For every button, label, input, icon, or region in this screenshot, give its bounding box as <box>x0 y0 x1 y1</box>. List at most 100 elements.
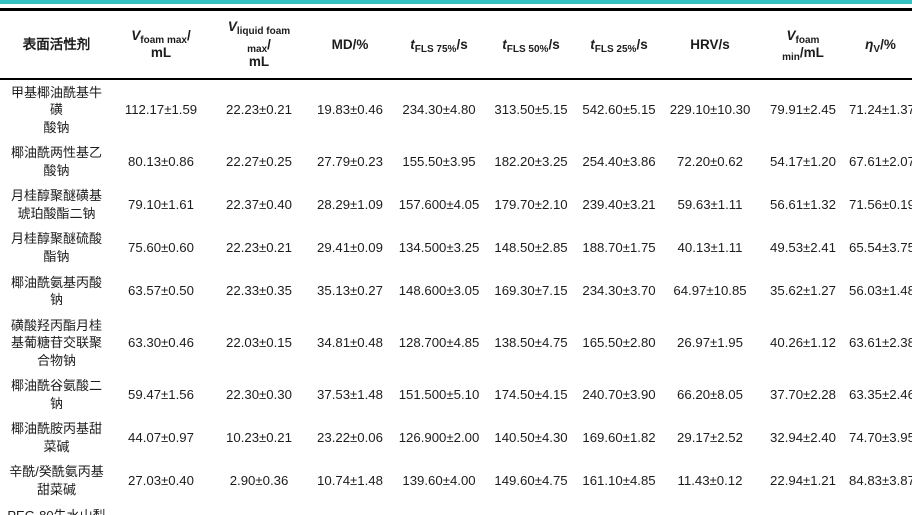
value-cell: 66.20±8.05 <box>677 386 743 402</box>
top-accent-bar <box>0 0 912 4</box>
header-t-fls-25: tFLS 25%/s <box>575 9 663 80</box>
value-cell: 72.20±0.62 <box>677 153 743 169</box>
value-cell: 128.700±4.85 <box>398 335 480 351</box>
table-row: 磺酸羟丙酯月桂 基葡糖苷交联聚 合物钠 63.30±0.46 22.03±0.15 3… <box>0 313 912 374</box>
header-eta-v: ηV/% <box>849 9 912 80</box>
value-cell: 239.40±3.21 <box>582 197 656 213</box>
value-cell: 151.500±5.10 <box>398 386 480 402</box>
value-cell: 19.83±0.46 <box>317 102 383 118</box>
value-cell: 240.70±3.90 <box>582 386 656 402</box>
value-cell: 22.33±0.35 <box>226 283 292 299</box>
surfactant-foam-table: 表面活性剂 Vfoam max/mL Vliquid foam max/mL MD… <box>0 8 912 515</box>
header-v-foam-max: Vfoam max/mL <box>113 9 209 80</box>
surfactant-name: 椰油酰胺丙基甜 菜碱 <box>10 421 102 454</box>
surfactant-name: 甲基椰油酰基牛 磺 酸钠 <box>10 84 102 135</box>
value-cell: 22.23±0.21 <box>226 102 292 118</box>
value-cell: 26.97±1.95 <box>677 335 743 351</box>
value-cell: 254.40±3.86 <box>582 153 656 169</box>
value-cell: 65.11±4.09 <box>849 503 912 515</box>
value-cell: 79.10±1.61 <box>128 197 194 213</box>
table-row: 椰油酰氨基丙酸 钠 63.57±0.50 22.33±0.35 35.13±0.27 1… <box>0 270 912 313</box>
value-cell: 138.50±4.75 <box>494 335 568 351</box>
header-hrv: HRV/s <box>663 9 757 80</box>
value-cell: 23.27±0.65 <box>113 503 209 515</box>
value-cell: 155.50±3.95 <box>402 153 476 169</box>
value-cell: 67.61±2.07 <box>849 153 912 169</box>
value-cell: 161.10±4.85 <box>582 473 656 489</box>
header-v-liquid-foam-max: Vliquid foam max/mL <box>209 9 309 80</box>
header-surfactant: 表面活性剂 <box>0 9 113 80</box>
value-cell: 149.60±4.75 <box>494 473 568 489</box>
table-row: 椰油酰两性基乙 酸钠 80.13±0.86 22.27±0.25 27.79±0.23… <box>0 140 912 183</box>
header-t-fls-50: tFLS 50%/s <box>487 9 575 80</box>
table-row: 月桂醇聚醚硫酸 酯钠 75.60±0.60 22.23±0.21 29.41±0.09… <box>0 226 912 269</box>
value-cell: 28.29±1.09 <box>317 197 383 213</box>
header-md: MD/% <box>309 9 391 80</box>
surfactant-name: 椰油酰氨基丙酸 钠 <box>10 274 102 308</box>
value-cell: 174.50±4.15 <box>494 386 568 402</box>
header-t-fls-75: tFLS 75%/s <box>391 9 487 80</box>
surfactant-name: 椰油酰两性基乙 酸钠 <box>10 145 102 178</box>
value-cell: 313.50±5.15 <box>494 102 568 118</box>
value-cell: 112.17±1.59 <box>124 102 198 118</box>
value-cell: 12.90±0.95 <box>663 503 757 515</box>
value-cell: 22.27±0.25 <box>226 153 292 169</box>
value-cell: 134.500±3.25 <box>398 240 480 256</box>
value-cell: 234.30±3.70 <box>582 283 656 299</box>
header-v-foam-min: Vfoam min/mL <box>757 9 849 80</box>
value-cell: 74.70±3.95 <box>849 430 912 446</box>
value-cell: 140.50±4.30 <box>494 430 568 446</box>
value-cell: 71.24±1.37 <box>849 102 912 118</box>
header-row: 表面活性剂 Vfoam max/mL Vliquid foam max/mL MD… <box>0 9 912 80</box>
value-cell: 32.94±2.40 <box>770 430 836 446</box>
surfactant-name: PEG-80失水山梨 醇月桂酸酯 <box>0 503 113 515</box>
value-cell: 71.56±0.19 <box>849 197 912 213</box>
value-cell: 157.600±4.05 <box>398 197 480 213</box>
value-cell: 35.13±0.27 <box>317 283 383 299</box>
table-row: 椰油酰胺丙基甜 菜碱 44.07±0.97 10.23±0.21 23.22±0.06… <box>0 416 912 459</box>
value-cell: 542.60±5.15 <box>582 102 656 118</box>
value-cell: 80.13±0.86 <box>128 153 194 169</box>
value-cell: 2.90±0.36 <box>229 473 289 489</box>
table-body: 甲基椰油酰基牛 磺 酸钠 112.17±1.59 22.23±0.21 19.83±0… <box>0 79 912 515</box>
value-cell: 27.79±0.23 <box>317 153 383 169</box>
value-cell: 165.50±2.80 <box>582 335 656 351</box>
value-cell: 22.37±0.40 <box>226 197 292 213</box>
value-cell: 63.35±2.46 <box>849 386 912 402</box>
value-cell: 139.60±4.00 <box>402 473 476 489</box>
table-row: 月桂醇聚醚磺基 琥珀酸酯二钠 79.10±1.61 22.37±0.40 28.29±… <box>0 183 912 226</box>
value-cell: 22.94±1.21 <box>770 473 836 489</box>
surfactant-name: 磺酸羟丙酯月桂 基葡糖苷交联聚 合物钠 <box>10 317 102 368</box>
value-cell: 179.70±2.10 <box>494 197 568 213</box>
value-cell: 63.61±2.38 <box>849 335 912 351</box>
value-cell: 59.47±1.56 <box>128 386 194 402</box>
value-cell: 4.77±0.25 <box>209 503 309 515</box>
value-cell: 59.63±1.11 <box>677 197 743 213</box>
table-row: 辛酰/癸酰氨丙基 甜菜碱 27.03±0.40 2.90±0.36 10.74±1.4… <box>0 459 912 502</box>
value-cell: 169.60±1.82 <box>582 430 656 446</box>
value-cell: 75.60±0.60 <box>128 240 194 256</box>
value-cell: 15.13±0.73 <box>757 503 849 515</box>
value-cell: 127.50±2.00 <box>391 503 487 515</box>
value-cell: 22.03±0.15 <box>226 335 292 351</box>
value-cell: 84.83±3.87 <box>849 473 912 489</box>
value-cell: 44.07±0.97 <box>128 430 194 446</box>
table-row: PEG-80失水山梨 醇月桂酸酯23.27±0.654.77±0.2520.52… <box>0 503 912 515</box>
value-cell: 229.10±10.30 <box>669 102 751 118</box>
value-cell: 65.54±3.75 <box>849 240 912 256</box>
value-cell: 11.43±0.12 <box>677 473 743 489</box>
value-cell: 145.50±2.75 <box>575 503 663 515</box>
surfactant-name: 辛酰/癸酰氨丙基 甜菜碱 <box>9 464 104 498</box>
value-cell: 132.60±1.80 <box>487 503 575 515</box>
value-cell: 148.50±2.85 <box>494 240 568 256</box>
value-cell: 29.17±2.52 <box>677 430 743 446</box>
value-cell: 40.26±1.12 <box>770 335 836 351</box>
value-cell: 169.30±7.15 <box>494 283 568 299</box>
value-cell: 148.600±3.05 <box>398 283 480 299</box>
value-cell: 37.53±1.48 <box>317 386 383 402</box>
value-cell: 63.30±0.46 <box>128 335 194 351</box>
surfactant-name: 月桂醇聚醚磺基 琥珀酸酯二钠 <box>10 188 102 221</box>
surfactant-name: 椰油酰谷氨酸二 钠 <box>10 378 102 411</box>
value-cell: 182.20±3.25 <box>494 153 568 169</box>
value-cell: 22.23±0.21 <box>226 240 292 256</box>
